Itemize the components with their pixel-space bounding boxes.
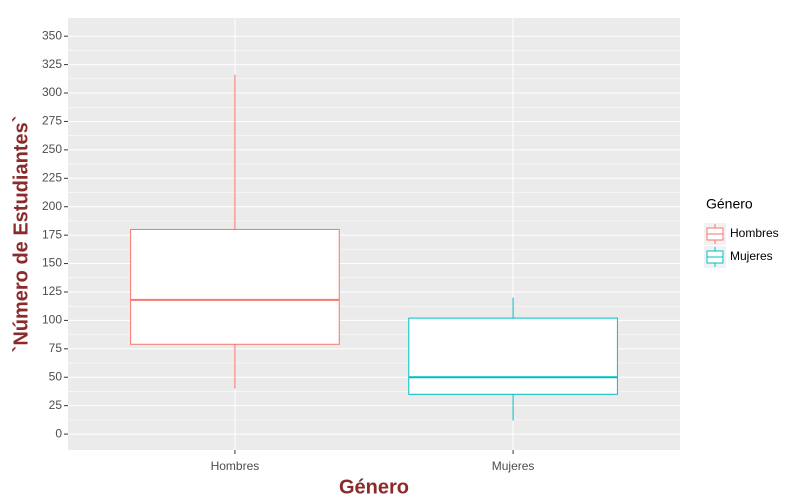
y-tick-label: 225 xyxy=(42,170,62,184)
grid xyxy=(68,18,680,450)
x-tick-label: Hombres xyxy=(211,459,260,473)
legend-label: Mujeres xyxy=(730,249,773,263)
y-tick-label: 125 xyxy=(42,284,62,298)
y-tick-label: 300 xyxy=(42,85,62,99)
y-tick-label: 0 xyxy=(55,426,62,440)
x-axis-title: Género xyxy=(339,476,409,498)
y-tick-label: 250 xyxy=(42,142,62,156)
x-tick-label: Mujeres xyxy=(492,459,535,473)
y-tick-label: 150 xyxy=(42,256,62,270)
legend-title: Género xyxy=(706,196,753,212)
y-tick-label: 350 xyxy=(42,28,62,42)
y-tick-label: 175 xyxy=(42,227,62,241)
marks xyxy=(130,74,618,421)
y-tick-label: 75 xyxy=(49,341,63,355)
y-tick-label: 275 xyxy=(42,114,62,128)
legend-label: Hombres xyxy=(730,226,779,240)
y-tick-label: 200 xyxy=(42,199,62,213)
y-axis-title: `Número de Estudiantes` xyxy=(10,116,32,353)
y-tick-label: 100 xyxy=(42,313,62,327)
box xyxy=(130,228,340,345)
y-tick-label: 325 xyxy=(42,57,62,71)
box xyxy=(408,317,618,395)
y-tick-label: 25 xyxy=(49,398,63,412)
y-tick-label: 50 xyxy=(49,369,63,383)
